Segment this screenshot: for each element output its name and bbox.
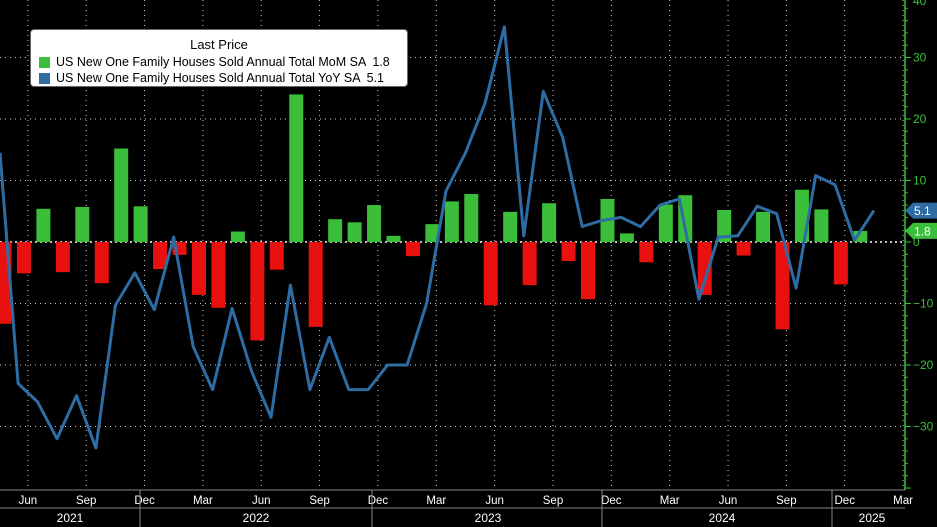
bar-mom <box>94 242 109 284</box>
year-label: 2022 <box>243 511 270 525</box>
bar-mom <box>464 194 479 242</box>
x-tick-label: Jun <box>19 495 38 507</box>
x-tick-label: Dec <box>368 495 389 507</box>
bar-mom <box>367 205 382 242</box>
year-label: 2024 <box>709 511 736 525</box>
y-tick-label: 10 <box>913 174 927 188</box>
bar-mom <box>483 242 498 306</box>
bar-mom <box>386 235 401 242</box>
bar-mom <box>55 242 70 273</box>
year-label: 2021 <box>57 511 84 525</box>
bar-mom <box>775 242 790 330</box>
legend-swatch-blue <box>39 72 50 84</box>
bar-mom <box>619 233 634 242</box>
y-tick-label: −30 <box>913 420 934 434</box>
bar-mom <box>230 231 245 242</box>
bar-mom <box>522 242 537 286</box>
y-tick-label: 20 <box>913 112 927 126</box>
legend-label-yoy: US New One Family Houses Sold Annual Tot… <box>56 71 361 85</box>
last-value-yoy-tag-label: 5.1 <box>914 204 931 218</box>
bar-mom <box>269 242 284 270</box>
bar-mom <box>405 242 420 257</box>
x-tick-label: Dec <box>134 495 155 507</box>
bar-mom <box>289 94 304 243</box>
bar-mom <box>814 209 829 242</box>
legend-value-mom: 1.8 <box>372 55 390 69</box>
y-tick-label: 30 <box>913 51 927 65</box>
bar-mom <box>114 148 129 242</box>
x-tick-label: Jun <box>252 495 271 507</box>
bar-mom <box>153 242 168 270</box>
x-tick-label: Mar <box>893 495 913 507</box>
year-label: 2023 <box>475 511 502 525</box>
bar-mom <box>697 242 712 295</box>
x-tick-label: Sep <box>776 495 796 507</box>
bar-mom <box>16 242 31 274</box>
legend-value-yoy: 5.1 <box>366 71 384 85</box>
bar-mom <box>833 242 848 285</box>
x-tick-label: Mar <box>426 495 446 507</box>
y-tick-label: 0 <box>913 235 920 249</box>
x-tick-label: Sep <box>543 495 563 507</box>
line-yoy <box>0 25 876 450</box>
bar-mom <box>639 242 654 263</box>
bar-mom <box>503 211 518 242</box>
bar-mom <box>0 242 12 324</box>
x-tick-label: Dec <box>601 495 622 507</box>
x-tick-label: Mar <box>193 495 213 507</box>
bar-mom <box>75 206 90 242</box>
bar-mom <box>308 242 323 327</box>
last-value-mom-tag-label: 1.8 <box>914 224 931 238</box>
year-label: 2025 <box>859 511 886 525</box>
bar-mom <box>561 242 576 262</box>
bar-mom <box>542 203 557 242</box>
bar-mom <box>347 222 362 242</box>
bar-mom <box>853 230 868 242</box>
bar-mom <box>444 201 459 242</box>
legend-title: Last Price <box>190 37 248 52</box>
chart-legend: Last Price US New One Family Houses Sold… <box>30 29 408 87</box>
y-tick-label: −10 <box>913 297 934 311</box>
bar-mom <box>425 224 440 242</box>
bar-mom <box>211 242 226 308</box>
x-tick-label: Sep <box>76 495 96 507</box>
legend-entry-mom: US New One Family Houses Sold Annual Tot… <box>39 54 390 70</box>
bar-mom <box>756 211 771 242</box>
x-tick-label: Jun <box>719 495 738 507</box>
bar-mom <box>192 242 206 295</box>
y-tick-label: 40 <box>913 0 927 8</box>
x-tick-label: Mar <box>660 495 680 507</box>
x-tick-label: Sep <box>309 495 329 507</box>
bar-mom <box>328 219 343 242</box>
x-tick-label: Jun <box>485 495 504 507</box>
bar-mom <box>250 242 265 341</box>
legend-entry-yoy: US New One Family Houses Sold Annual Tot… <box>39 70 384 86</box>
last-value-mom-tag <box>905 222 937 239</box>
bar-mom <box>133 206 148 242</box>
last-value-yoy-tag <box>905 202 937 219</box>
y-tick-label: −20 <box>913 358 934 372</box>
legend-swatch-green <box>39 56 50 68</box>
bar-mom <box>36 208 51 242</box>
bar-mom <box>658 204 673 242</box>
bar-mom <box>736 242 751 256</box>
bar-mom <box>717 210 732 242</box>
bar-mom <box>581 242 595 300</box>
legend-label-mom: US New One Family Houses Sold Annual Tot… <box>56 55 367 69</box>
x-tick-label: Dec <box>835 495 856 507</box>
